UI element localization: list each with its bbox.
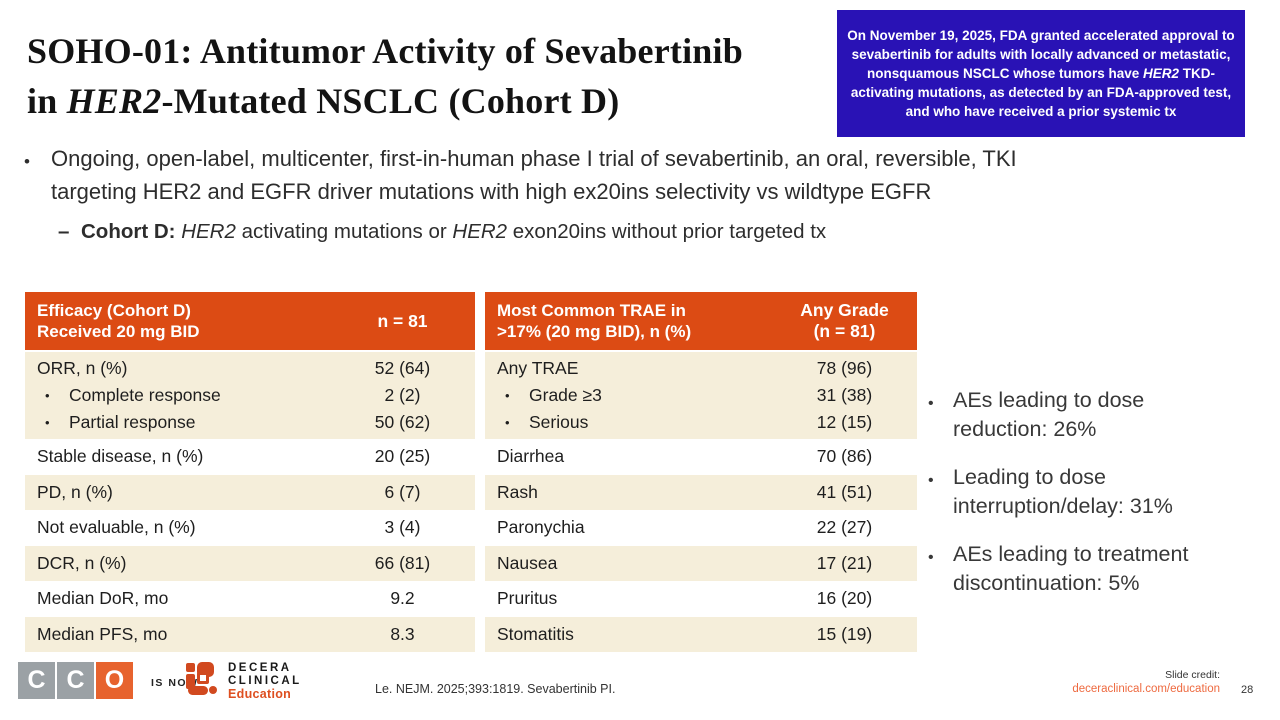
decera-logo: DECERA CLINICAL Education [186, 662, 302, 701]
row-value: 20 (25) [374, 446, 431, 467]
is-now-label: IS NOW [151, 677, 199, 689]
row-label: Median PFS, mo [37, 623, 168, 644]
table-row: Any TRAE 78 (96) • Grade ≥3 31 (38) • Se… [485, 352, 917, 439]
ae-summary-bullets: • AEs leading to dose reduction: 26% • L… [928, 386, 1228, 617]
table-row: PD, n (%) 6 (7) [25, 474, 475, 510]
cco-logo-letter: C [57, 662, 94, 699]
row-label: Serious [529, 412, 589, 432]
title-line-2: in HER2-Mutated NSCLC (Cohort D) [27, 81, 620, 121]
efficacy-header-label: Efficacy (Cohort D) Received 20 mg BID [37, 301, 200, 341]
cohort-sub-bullet-text: Cohort D: HER2 activating mutations or H… [81, 220, 827, 243]
bullet-icon: • [45, 415, 50, 430]
row-label: Nausea [497, 552, 558, 573]
row-value: 8.3 [390, 623, 415, 644]
bullet-icon: • [24, 152, 30, 171]
row-label: Paronychia [497, 517, 585, 538]
row-label: Pruritus [497, 588, 558, 609]
row-value: 15 (19) [816, 623, 873, 644]
intro-bullet-text: Ongoing, open-label, multicenter, first-… [51, 146, 1017, 204]
row-value: 6 (7) [384, 481, 421, 502]
intro-bullet: • Ongoing, open-label, multicenter, firs… [24, 142, 1034, 208]
row-value: 16 (20) [816, 588, 873, 609]
row-label: Not evaluable, n (%) [37, 517, 196, 538]
table-row: Median DoR, mo 9.2 [25, 581, 475, 617]
decera-logo-text: DECERA CLINICAL Education [228, 662, 302, 701]
bullet-icon: • [928, 549, 934, 566]
table-row: Stomatitis 15 (19) [485, 616, 917, 652]
table-row: Paronychia 22 (27) [485, 510, 917, 546]
cco-logo-letter: C [18, 662, 55, 699]
row-label: Median DoR, mo [37, 588, 169, 609]
fda-approval-text: On November 19, 2025, FDA granted accele… [847, 28, 1239, 119]
bullet-icon: • [928, 395, 934, 412]
ae-bullet-dose-reduction: • AEs leading to dose reduction: 26% [928, 386, 1228, 444]
slide-credit-link[interactable]: deceraclinical.com/education [1072, 683, 1220, 695]
table-row: DCR, n (%) 66 (81) [25, 545, 475, 581]
row-value: 31 (38) [816, 385, 873, 405]
ae-bullet-discontinuation: • AEs leading to treatment discontinuati… [928, 540, 1228, 598]
cohort-sub-bullet: – Cohort D: HER2 activating mutations or… [58, 218, 1034, 245]
row-value: 50 (62) [374, 412, 431, 432]
efficacy-table-header: Efficacy (Cohort D) Received 20 mg BID n… [25, 292, 475, 350]
title-line-1: SOHO-01: Antitumor Activity of Sevaberti… [27, 31, 743, 71]
trae-header-grade: Any Grade (n = 81) [800, 300, 889, 341]
trae-table: Most Common TRAE in >17% (20 mg BID), n … [485, 292, 917, 652]
row-value: 78 (96) [816, 358, 873, 378]
table-row: Not evaluable, n (%) 3 (4) [25, 510, 475, 546]
trae-table-header: Most Common TRAE in >17% (20 mg BID), n … [485, 292, 917, 350]
reference-citation: Le. NEJM. 2025;393:1819. Sevabertinib PI… [375, 682, 616, 696]
row-value: 17 (21) [816, 552, 873, 573]
table-row: Stable disease, n (%) 20 (25) [25, 439, 475, 475]
efficacy-header-n: n = 81 [377, 310, 428, 331]
decera-logo-icon [186, 662, 220, 701]
table-row: Pruritus 16 (20) [485, 581, 917, 617]
row-label: Grade ≥3 [529, 385, 602, 405]
table-row: Diarrhea 70 (86) [485, 439, 917, 475]
row-value: 3 (4) [384, 517, 421, 538]
dash-icon: – [58, 220, 70, 243]
row-label: DCR, n (%) [37, 552, 127, 573]
table-row: Median PFS, mo 8.3 [25, 616, 475, 652]
bullet-icon: • [928, 472, 934, 489]
page-title: SOHO-01: Antitumor Activity of Sevaberti… [27, 26, 743, 126]
slide-credit: Slide credit: deceraclinical.com/educati… [1072, 668, 1220, 696]
cco-logo-letter: O [96, 662, 133, 699]
intro-section: • Ongoing, open-label, multicenter, firs… [24, 142, 1034, 245]
table-row: Rash 41 (51) [485, 474, 917, 510]
row-value: 22 (27) [816, 517, 873, 538]
fda-approval-callout: On November 19, 2025, FDA granted accele… [837, 10, 1245, 137]
table-row: ORR, n (%) 52 (64) • Complete response 2… [25, 352, 475, 439]
row-label: Partial response [69, 412, 196, 432]
row-value: 52 (64) [374, 358, 431, 378]
efficacy-table-body: ORR, n (%) 52 (64) • Complete response 2… [25, 352, 475, 652]
row-label: Complete response [69, 385, 221, 405]
cco-logo: C C O [18, 662, 133, 699]
row-label: Stable disease, n (%) [37, 446, 204, 467]
row-value: 2 (2) [384, 385, 421, 405]
efficacy-table: Efficacy (Cohort D) Received 20 mg BID n… [25, 292, 475, 652]
row-value: 9.2 [390, 588, 415, 609]
ae-bullet-interruption: • Leading to dose interruption/delay: 31… [928, 463, 1228, 521]
bullet-icon: • [505, 415, 510, 430]
row-value: 12 (15) [816, 412, 873, 432]
row-value: 70 (86) [816, 446, 873, 467]
row-value: 66 (81) [374, 552, 431, 573]
bullet-icon: • [45, 388, 50, 403]
row-label: Rash [497, 481, 538, 502]
row-label: PD, n (%) [37, 481, 113, 502]
row-label: Diarrhea [497, 446, 565, 467]
page-number: 28 [1241, 684, 1254, 696]
row-label: Stomatitis [497, 623, 574, 644]
row-value: 41 (51) [816, 481, 873, 502]
row-label: ORR, n (%) [37, 358, 128, 378]
slide-credit-label: Slide credit: [1165, 669, 1220, 681]
row-label: Any TRAE [497, 358, 579, 378]
trae-header-label: Most Common TRAE in >17% (20 mg BID), n … [497, 301, 692, 341]
trae-table-body: Any TRAE 78 (96) • Grade ≥3 31 (38) • Se… [485, 352, 917, 652]
table-row: Nausea 17 (21) [485, 545, 917, 581]
bullet-icon: • [505, 388, 510, 403]
